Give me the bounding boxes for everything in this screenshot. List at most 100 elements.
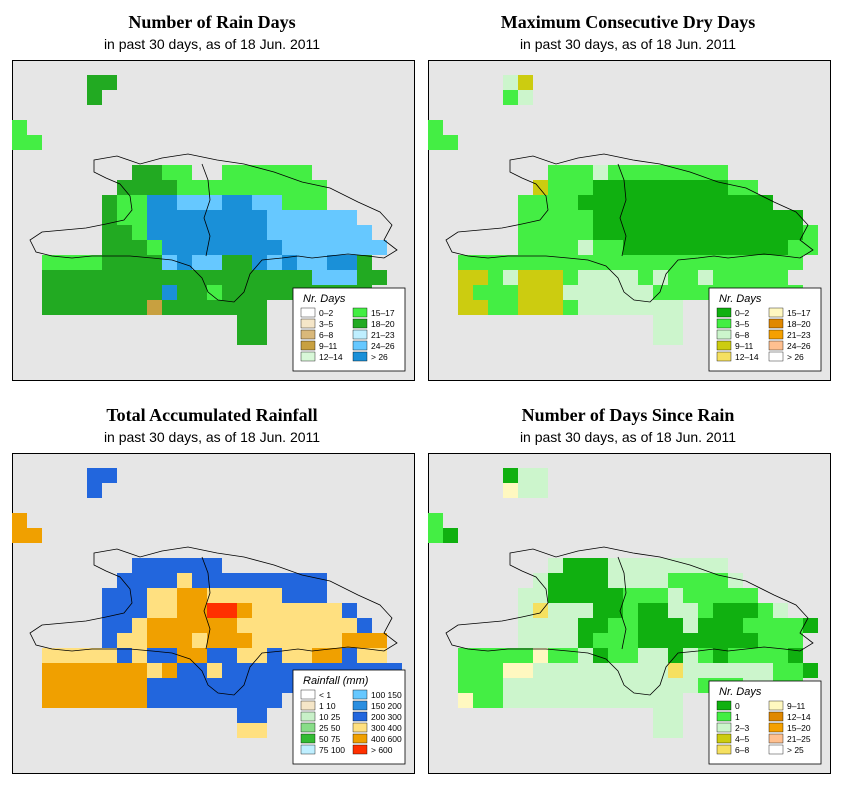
grid-cell — [743, 663, 758, 678]
grid-cell — [192, 573, 207, 588]
grid-cell — [207, 588, 222, 603]
grid-cell — [102, 195, 117, 210]
grid-cell — [102, 603, 117, 618]
legend-label: 50 75 — [319, 734, 341, 744]
grid-cell — [593, 240, 608, 255]
grid-cell — [222, 210, 237, 225]
grid-cell — [608, 285, 623, 300]
legend-label: 10 25 — [319, 712, 341, 722]
grid-cell — [267, 603, 282, 618]
grid-cell — [237, 255, 252, 270]
grid-cell — [297, 633, 312, 648]
grid-cell — [548, 573, 563, 588]
grid-cell — [267, 285, 282, 300]
legend-swatch — [716, 700, 732, 711]
grid-cell — [668, 300, 683, 315]
grid-cell — [593, 618, 608, 633]
map-since-rain: Nr. Days 012–34–56–8 9–1112–1415–2021–25> … — [428, 453, 831, 774]
grid-cell — [668, 180, 683, 195]
grid-cell — [713, 648, 728, 663]
grid-cell — [147, 663, 162, 678]
grid-cell — [443, 528, 458, 543]
grid-cell — [237, 270, 252, 285]
grid-cell — [563, 693, 578, 708]
grid-cell — [207, 693, 222, 708]
grid-cell — [683, 210, 698, 225]
grid-cell — [207, 648, 222, 663]
grid-cell — [372, 648, 387, 663]
grid-cell — [728, 210, 743, 225]
grid-cell — [533, 240, 548, 255]
grid-cell — [87, 90, 102, 105]
grid-cell — [548, 618, 563, 633]
grid-cell — [342, 618, 357, 633]
grid-cell — [57, 693, 72, 708]
grid-cell — [237, 648, 252, 663]
grid-cell — [503, 90, 518, 105]
grid-cell — [698, 210, 713, 225]
grid-cell — [578, 588, 593, 603]
grid-cell — [473, 270, 488, 285]
grid-cell — [638, 225, 653, 240]
grid-cell — [638, 165, 653, 180]
legend-title: Rainfall (mm) — [303, 675, 369, 687]
grid-cell — [608, 558, 623, 573]
grid-cell — [593, 300, 608, 315]
grid-cell — [372, 240, 387, 255]
grid-cell — [533, 180, 548, 195]
grid-cell — [548, 225, 563, 240]
grid-cell — [518, 693, 533, 708]
grid-cell — [548, 693, 563, 708]
grid-cell — [342, 633, 357, 648]
grid-cell — [42, 255, 57, 270]
grid-cell — [192, 225, 207, 240]
grid-cell — [608, 618, 623, 633]
grid-cell — [297, 240, 312, 255]
grid-cell — [698, 663, 713, 678]
grid-cell — [192, 603, 207, 618]
legend-swatch — [352, 329, 368, 340]
grid-cell — [297, 603, 312, 618]
grid-cell — [533, 648, 548, 663]
grid-cell — [773, 270, 788, 285]
grid-cell — [653, 315, 668, 330]
grid-cell — [473, 255, 488, 270]
grid-cell — [773, 618, 788, 633]
grid-cell — [177, 210, 192, 225]
legend-label: 21–23 — [787, 330, 811, 340]
grid-cell — [267, 270, 282, 285]
grid-cell — [608, 165, 623, 180]
grid-cell — [788, 255, 803, 270]
grid-cell — [147, 300, 162, 315]
grid-cell — [623, 180, 638, 195]
grid-cell — [132, 573, 147, 588]
grid-cell — [578, 633, 593, 648]
grid-cell — [312, 255, 327, 270]
grid-cell — [713, 573, 728, 588]
grid-cell — [623, 300, 638, 315]
grid-cell — [623, 588, 638, 603]
grid-cell — [443, 135, 458, 150]
grid-cell — [488, 693, 503, 708]
grid-cell — [683, 225, 698, 240]
grid-cell — [533, 195, 548, 210]
grid-cell — [668, 618, 683, 633]
grid-cell — [162, 678, 177, 693]
grid-cell — [458, 270, 473, 285]
grid-cell — [668, 678, 683, 693]
legend-swatch — [300, 733, 316, 744]
grid-cell — [252, 723, 267, 738]
grid-cell — [72, 285, 87, 300]
grid-cell — [638, 693, 653, 708]
grid-cell — [147, 618, 162, 633]
country-border — [617, 163, 627, 257]
grid-cell — [132, 195, 147, 210]
grid-cell — [623, 573, 638, 588]
grid-cell — [147, 225, 162, 240]
grid-cell — [12, 120, 27, 135]
grid-cell — [548, 210, 563, 225]
grid-cell — [698, 648, 713, 663]
